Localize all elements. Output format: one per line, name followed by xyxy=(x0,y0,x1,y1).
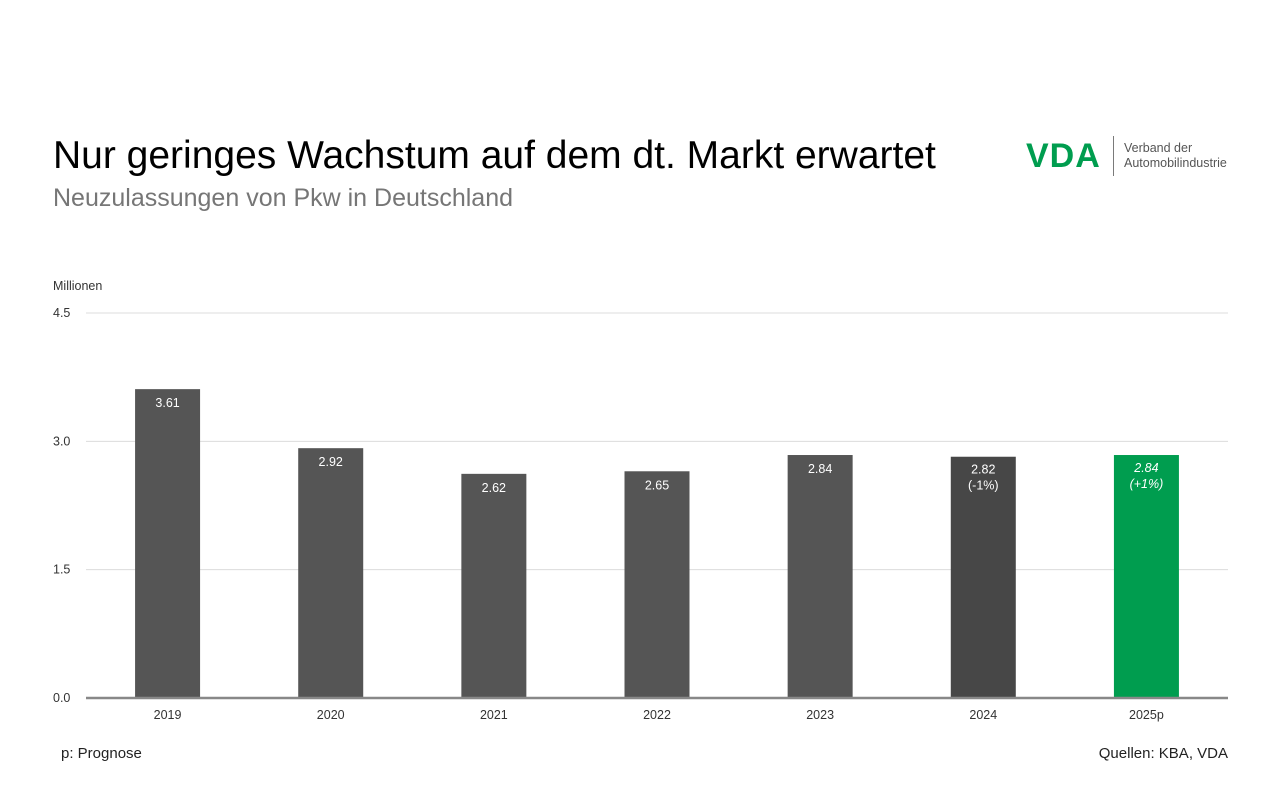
vda-logo: VDA Verband der Automobilindustrie xyxy=(1026,136,1236,178)
logo-divider xyxy=(1113,136,1114,176)
y-axis-unit-label: Millionen xyxy=(53,279,103,293)
vda-logo-mark: VDA xyxy=(1026,137,1101,175)
bar xyxy=(787,455,853,698)
y-tick-label: 0.0 xyxy=(53,691,70,705)
x-tick-label: 2023 xyxy=(806,708,834,722)
chart-title: Nur geringes Wachstum auf dem dt. Markt … xyxy=(53,134,936,177)
x-tick-label: 2020 xyxy=(317,708,345,722)
logo-text-line2: Automobilindustrie xyxy=(1124,156,1227,170)
footnote-prognose: p: Prognose xyxy=(61,745,142,762)
bar xyxy=(298,448,364,698)
x-tick-label: 2021 xyxy=(480,708,508,722)
x-tick-label: 2019 xyxy=(154,708,182,722)
bar xyxy=(624,471,690,698)
change-label: (-1%) xyxy=(968,479,999,493)
data-label: 3.61 xyxy=(155,396,179,410)
data-label: 2.84 xyxy=(808,462,832,476)
data-label: 2.92 xyxy=(319,455,343,469)
logo-text: Verband der Automobilindustrie xyxy=(1124,141,1227,171)
data-label: 2.65 xyxy=(645,478,669,492)
x-tick-label: 2022 xyxy=(643,708,671,722)
data-label: 2.84 xyxy=(1133,461,1158,475)
y-tick-label: 4.5 xyxy=(53,306,70,320)
chart-subtitle: Neuzulassungen von Pkw in Deutschland xyxy=(53,184,513,212)
x-tick-label: 2024 xyxy=(969,708,997,722)
y-tick-label: 3.0 xyxy=(53,434,70,448)
y-tick-label: 1.5 xyxy=(53,563,70,577)
bar xyxy=(1113,455,1179,698)
bar xyxy=(461,473,527,698)
data-label: 2.62 xyxy=(482,481,506,495)
x-tick-label: 2025p xyxy=(1129,708,1164,722)
change-label: (+1%) xyxy=(1130,477,1164,491)
data-label: 2.82 xyxy=(971,463,995,477)
footnote-sources: Quellen: KBA, VDA xyxy=(1098,745,1228,762)
bar xyxy=(950,456,1016,698)
bar xyxy=(135,389,201,698)
logo-text-line1: Verband der xyxy=(1124,141,1193,155)
